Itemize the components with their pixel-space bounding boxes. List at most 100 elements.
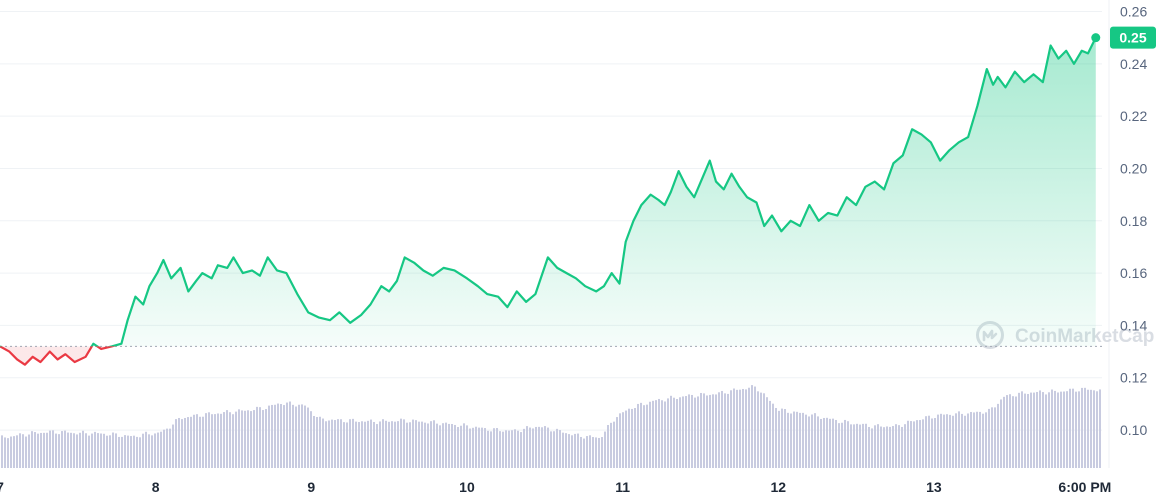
volume-bar (724, 393, 726, 468)
volume-bar (115, 433, 117, 468)
volume-bar (181, 419, 183, 468)
volume-bar (571, 435, 573, 468)
volume-bar (319, 416, 321, 468)
volume-bar (676, 399, 678, 468)
volume-bar (973, 412, 975, 468)
volume-bar (868, 426, 870, 468)
volume-bar (781, 408, 783, 468)
volume-bar (376, 424, 378, 468)
volume-bar (445, 422, 447, 468)
volume-bar (1090, 389, 1092, 468)
volume-bar (847, 421, 849, 468)
volume-bar (652, 400, 654, 468)
current-price-badge: 0.25 (1110, 26, 1156, 49)
volume-bar (301, 404, 303, 468)
volume-bar (472, 427, 474, 468)
volume-bar (205, 413, 207, 468)
x-tick-label: 8 (152, 479, 160, 495)
volume-bar (688, 394, 690, 468)
volume-bar (994, 407, 996, 468)
volume-bar (382, 419, 384, 468)
volume-bar (1018, 392, 1020, 468)
volume-bar (691, 394, 693, 468)
volume-bar (958, 411, 960, 468)
volume-bar (262, 410, 264, 468)
volume-bar (277, 403, 279, 468)
volume-bar (100, 433, 102, 468)
volume-bar (256, 406, 258, 468)
volume-bar (121, 436, 123, 468)
volume-bar (784, 409, 786, 468)
y-tick-label: 0.22 (1120, 108, 1147, 124)
y-tick-label: 0.26 (1120, 4, 1147, 20)
x-tick-label: 13 (926, 479, 942, 495)
volume-bar (1072, 388, 1074, 468)
y-tick-label: 0.24 (1120, 56, 1147, 72)
volume-bar (91, 433, 93, 468)
volume-bar (892, 426, 894, 468)
volume-bar (592, 437, 594, 468)
volume-bar (388, 421, 390, 468)
volume-bar (682, 396, 684, 468)
x-tick-label: 9 (307, 479, 315, 495)
volume-bar (241, 410, 243, 468)
volume-bar (34, 432, 36, 468)
volume-bar (19, 433, 21, 468)
volume-bar (1096, 391, 1098, 468)
volume-bar (211, 414, 213, 468)
volume-bar (898, 425, 900, 468)
volume-bar (556, 428, 558, 468)
volume-bar (1057, 392, 1059, 468)
volume-bar (658, 398, 660, 468)
volume-bar (1099, 389, 1101, 468)
volume-bar (820, 418, 822, 468)
volume-bar (7, 438, 9, 468)
volume-bar (1081, 387, 1083, 468)
volume-bar (136, 436, 138, 468)
volume-bar (118, 436, 120, 468)
x-tick-label: 12 (770, 479, 786, 495)
volume-bar (643, 405, 645, 468)
volume-bar (523, 428, 525, 468)
volume-bar (703, 393, 705, 468)
volume-bar (808, 416, 810, 468)
volume-bar (133, 435, 135, 468)
volume-bar (1039, 390, 1041, 468)
volume-bar (454, 424, 456, 468)
volume-bar (970, 411, 972, 468)
volume-bar (886, 426, 888, 468)
volume-bar (175, 419, 177, 468)
volume-bar (985, 412, 987, 468)
volume-bar (232, 414, 234, 468)
volume-bar (355, 421, 357, 468)
volume-bar (43, 432, 45, 468)
volume-bar (1036, 391, 1038, 468)
volume-bar (505, 430, 507, 468)
volume-bar (607, 425, 609, 468)
volume-bar (913, 421, 915, 468)
volume-bar (865, 423, 867, 468)
volume-bar (322, 418, 324, 468)
volume-bar (37, 433, 39, 468)
volume-bar (10, 436, 12, 468)
volume-bar (184, 417, 186, 468)
volume-bar (604, 431, 606, 468)
volume-bar (331, 419, 333, 468)
volume-bar (517, 430, 519, 468)
volume-bar (142, 433, 144, 468)
volume-bar (190, 416, 192, 468)
volume-bar (295, 406, 297, 468)
volume-bar (694, 397, 696, 468)
volume-bar (907, 420, 909, 468)
volume-bar (832, 418, 834, 468)
volume-bar (481, 427, 483, 468)
volume-bar (943, 414, 945, 468)
volume-bar (13, 436, 15, 468)
volume-bar (106, 435, 108, 468)
volume-bar (1054, 390, 1056, 468)
volume-bar (1024, 393, 1026, 468)
volume-bar (1066, 391, 1068, 468)
volume-bar (1087, 389, 1089, 468)
volume-bar (601, 437, 603, 468)
